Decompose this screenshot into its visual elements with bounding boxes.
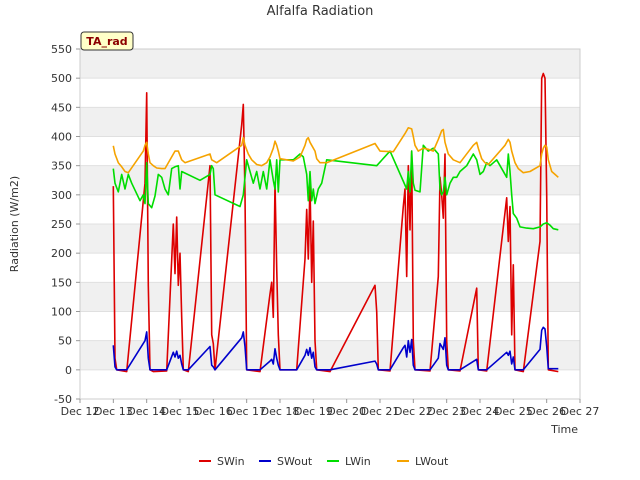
y-tick-label: 550 bbox=[51, 43, 72, 56]
legend-item-lwout: LWout bbox=[397, 455, 449, 468]
x-tick-label: Dec 25 bbox=[494, 405, 533, 418]
series-line-swout bbox=[112, 326, 559, 371]
x-tick-label: Dec 20 bbox=[327, 405, 366, 418]
grid-band bbox=[80, 224, 580, 254]
legend-label: SWin bbox=[217, 455, 245, 468]
x-tick-label: Dec 18 bbox=[261, 405, 300, 418]
series-line-swin bbox=[112, 72, 559, 373]
x-tick-label: Dec 26 bbox=[527, 405, 566, 418]
chart-title: Alfalfa Radiation bbox=[267, 4, 374, 19]
legend-item-swin: SWin bbox=[199, 455, 245, 468]
grid-band bbox=[80, 49, 580, 79]
series-line-lwout bbox=[112, 127, 559, 178]
y-tick-label: 150 bbox=[51, 276, 72, 289]
ta-rad-badge: TA_rad bbox=[80, 31, 134, 51]
y-tick-label: 250 bbox=[51, 218, 72, 231]
x-tick-label: Dec 23 bbox=[427, 405, 466, 418]
y-tick-label: 100 bbox=[51, 306, 72, 319]
grid-band bbox=[80, 340, 580, 370]
grid-band bbox=[80, 107, 580, 137]
x-tick-label: Dec 16 bbox=[194, 405, 233, 418]
legend-label: LWin bbox=[345, 455, 371, 468]
legend: SWin SWout LWin LWout bbox=[199, 455, 449, 468]
y-axis-title: Radiation (W/m2) bbox=[8, 176, 21, 272]
x-tick-label: Dec 17 bbox=[227, 405, 266, 418]
y-tick-label: 450 bbox=[51, 101, 72, 114]
y-tick-label: 350 bbox=[51, 160, 72, 173]
x-tick-label: Dec 24 bbox=[461, 405, 500, 418]
legend-item-lwin: LWin bbox=[327, 455, 371, 468]
x-tick-label: Dec 27 bbox=[561, 405, 600, 418]
legend-item-swout: SWout bbox=[259, 455, 313, 468]
series-layer bbox=[112, 72, 559, 373]
y-tick-label: 0 bbox=[65, 364, 72, 377]
y-tick-label: 300 bbox=[51, 189, 72, 202]
legend-label: LWout bbox=[415, 455, 449, 468]
x-tick-label: Dec 19 bbox=[294, 405, 333, 418]
x-axis-title: Time bbox=[550, 423, 578, 436]
legend-label: SWout bbox=[277, 455, 313, 468]
grid-band bbox=[80, 282, 580, 312]
x-tick-label: Dec 22 bbox=[394, 405, 433, 418]
x-tick-label: Dec 14 bbox=[127, 405, 166, 418]
y-tick-label: -50 bbox=[54, 393, 72, 406]
x-tick-label: Dec 15 bbox=[161, 405, 200, 418]
y-tick-label: 200 bbox=[51, 247, 72, 260]
plot-background-bands bbox=[80, 48, 580, 400]
y-tick-label: 400 bbox=[51, 131, 72, 144]
x-tick-label: Dec 13 bbox=[94, 405, 133, 418]
y-tick-label: 50 bbox=[58, 335, 72, 348]
x-tick-label: Dec 21 bbox=[361, 405, 400, 418]
x-tick-label: Dec 12 bbox=[61, 405, 100, 418]
y-axis: -50 0 50 100 150 200 250 300 350 400 450 500 550 bbox=[51, 43, 80, 406]
y-tick-label: 500 bbox=[51, 72, 72, 85]
ta-rad-badge-label: TA_rad bbox=[86, 35, 127, 48]
grid-band bbox=[80, 165, 580, 195]
